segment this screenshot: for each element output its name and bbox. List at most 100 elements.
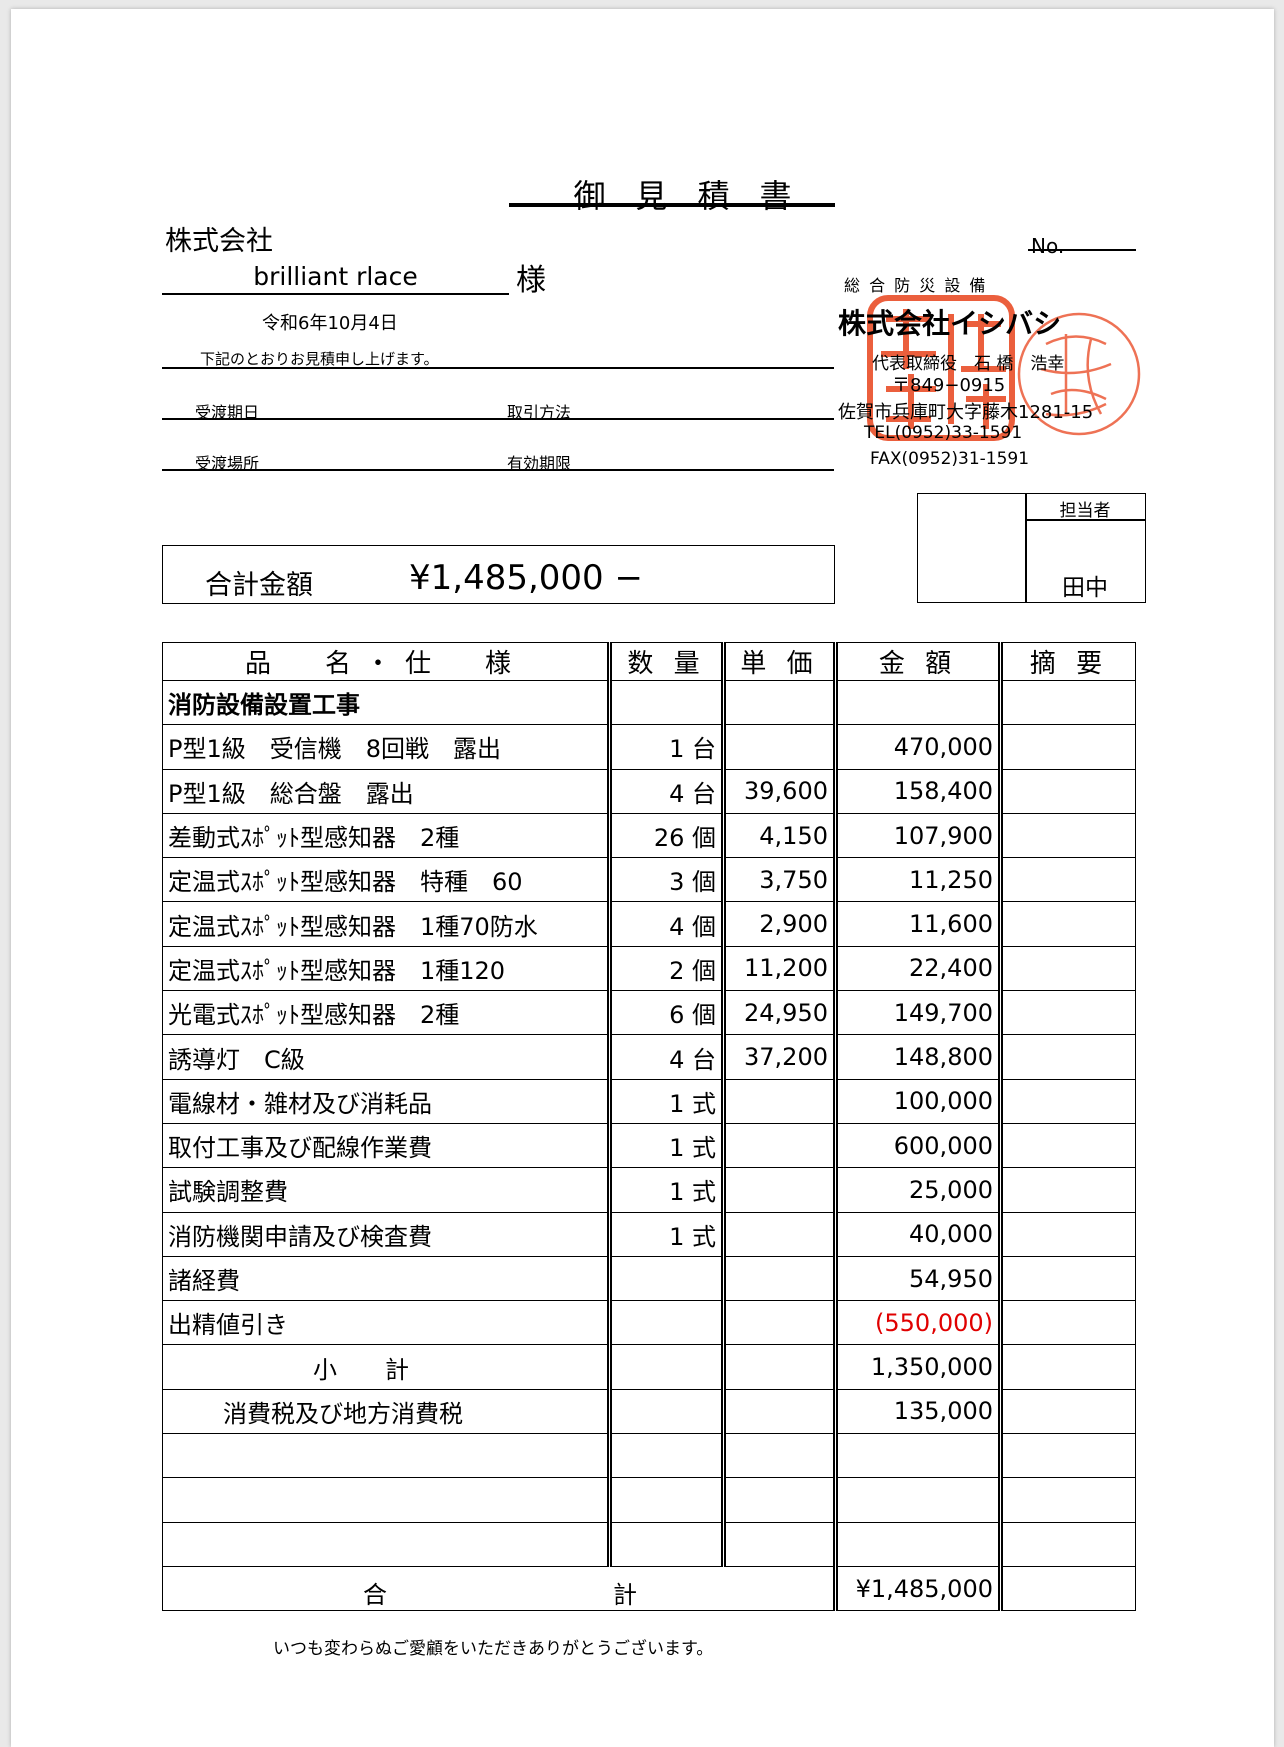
cell-amount[interactable]: (550,000) [833, 1300, 1001, 1346]
cell-unit-price[interactable]: 39,600 [721, 768, 836, 814]
cell-amount[interactable]: 11,250 [833, 857, 1001, 903]
cell-item-name[interactable]: 消防機関申請及び検査費 [162, 1211, 610, 1257]
cell-item-name[interactable] [162, 1521, 610, 1567]
cell-quantity[interactable]: 1 式 [607, 1122, 724, 1169]
cell-amount[interactable] [833, 1433, 1001, 1479]
cell-unit-price[interactable] [721, 1122, 836, 1169]
cell-unit-price[interactable] [721, 1300, 836, 1346]
cell-item-name[interactable]: 諸経費 [162, 1255, 610, 1302]
cell-amount[interactable]: 11,600 [833, 901, 1001, 947]
cell-quantity[interactable] [607, 1521, 724, 1567]
cell-amount[interactable]: 40,000 [833, 1211, 1001, 1257]
cell-quantity[interactable]: 4 個 [607, 901, 724, 947]
cell-amount[interactable] [833, 1521, 1001, 1567]
cell-remarks[interactable] [998, 857, 1136, 903]
cell-unit-price[interactable] [721, 1388, 836, 1435]
cell-quantity[interactable]: 1 式 [607, 1211, 724, 1257]
cell-item-name[interactable]: 消費税及び地方消費税 [162, 1388, 610, 1435]
grand-total-remarks[interactable] [998, 1565, 1136, 1612]
cell-item-name[interactable]: 定温式ｽﾎﾟｯﾄ型感知器 1種70防水 [162, 901, 610, 947]
cell-amount[interactable]: 149,700 [833, 990, 1001, 1036]
cell-amount[interactable]: 135,000 [833, 1388, 1001, 1435]
cell-quantity[interactable] [607, 1255, 724, 1302]
cell-remarks[interactable] [998, 945, 1136, 992]
cell-unit-price[interactable] [721, 679, 836, 726]
cell-unit-price[interactable]: 11,200 [721, 945, 836, 992]
cell-item-name[interactable]: 試験調整費 [162, 1167, 610, 1213]
cell-remarks[interactable] [998, 1078, 1136, 1124]
cell-unit-price[interactable] [721, 1255, 836, 1302]
cell-amount[interactable]: 148,800 [833, 1034, 1001, 1080]
cell-remarks[interactable] [998, 990, 1136, 1036]
cell-quantity[interactable] [607, 679, 724, 726]
cell-remarks[interactable] [998, 1034, 1136, 1080]
cell-remarks[interactable] [998, 1122, 1136, 1169]
cell-amount[interactable]: 22,400 [833, 945, 1001, 992]
cell-item-name[interactable]: 小 計 [162, 1344, 610, 1390]
cell-unit-price[interactable]: 3,750 [721, 857, 836, 903]
cell-unit-price[interactable] [721, 1167, 836, 1213]
cell-item-name[interactable]: 取付工事及び配線作業費 [162, 1122, 610, 1169]
cell-quantity[interactable] [607, 1433, 724, 1479]
quote-number-line[interactable] [1028, 249, 1136, 251]
cell-remarks[interactable] [998, 1521, 1136, 1567]
cell-remarks[interactable] [998, 1300, 1136, 1346]
cell-amount[interactable]: 100,000 [833, 1078, 1001, 1124]
cell-unit-price[interactable]: 37,200 [721, 1034, 836, 1080]
cell-unit-price[interactable] [721, 1344, 836, 1390]
cell-item-name[interactable]: 電線材・雑材及び消耗品 [162, 1078, 610, 1124]
cell-amount[interactable] [833, 1477, 1001, 1523]
cell-item-name[interactable]: 定温式ｽﾎﾟｯﾄ型感知器 特種 60 [162, 857, 610, 903]
cell-quantity[interactable]: 1 台 [607, 724, 724, 770]
cell-amount[interactable]: 54,950 [833, 1255, 1001, 1302]
cell-quantity[interactable]: 26 個 [607, 812, 724, 859]
cell-remarks[interactable] [998, 724, 1136, 770]
cell-quantity[interactable] [607, 1300, 724, 1346]
cell-quantity[interactable]: 3 個 [607, 857, 724, 903]
cell-unit-price[interactable] [721, 724, 836, 770]
cell-unit-price[interactable] [721, 1477, 836, 1523]
cell-remarks[interactable] [998, 1477, 1136, 1523]
cell-item-name[interactable] [162, 1433, 610, 1479]
cell-remarks[interactable] [998, 1255, 1136, 1302]
cell-item-name[interactable]: 出精値引き [162, 1300, 610, 1346]
cell-amount[interactable]: 600,000 [833, 1122, 1001, 1169]
cell-remarks[interactable] [998, 679, 1136, 726]
cell-unit-price[interactable] [721, 1433, 836, 1479]
cell-remarks[interactable] [998, 1433, 1136, 1479]
cell-remarks[interactable] [998, 768, 1136, 814]
cell-quantity[interactable]: 1 式 [607, 1078, 724, 1124]
delivery-date-line[interactable] [162, 418, 834, 420]
cell-quantity[interactable]: 4 台 [607, 1034, 724, 1080]
cell-item-name[interactable]: 消防設備設置工事 [162, 679, 610, 726]
cell-item-name[interactable]: P型1級 受信機 8回戦 露出 [162, 724, 610, 770]
cell-remarks[interactable] [998, 1167, 1136, 1213]
cell-item-name[interactable]: P型1級 総合盤 露出 [162, 768, 610, 814]
cell-amount[interactable]: 107,900 [833, 812, 1001, 859]
cell-remarks[interactable] [998, 812, 1136, 859]
cell-quantity[interactable]: 4 台 [607, 768, 724, 814]
cell-item-name[interactable]: 差動式ｽﾎﾟｯﾄ型感知器 2種 [162, 812, 610, 859]
cell-quantity[interactable] [607, 1344, 724, 1390]
cell-quantity[interactable] [607, 1477, 724, 1523]
cell-quantity[interactable]: 2 個 [607, 945, 724, 992]
cell-item-name[interactable]: 誘導灯 C級 [162, 1034, 610, 1080]
cell-unit-price[interactable] [721, 1521, 836, 1567]
cell-item-name[interactable] [162, 1477, 610, 1523]
cell-remarks[interactable] [998, 1388, 1136, 1435]
cell-quantity[interactable]: 6 個 [607, 990, 724, 1036]
cell-unit-price[interactable]: 4,150 [721, 812, 836, 859]
cell-item-name[interactable]: 定温式ｽﾎﾟｯﾄ型感知器 1種120 [162, 945, 610, 992]
cell-amount[interactable]: 1,350,000 [833, 1344, 1001, 1390]
cell-unit-price[interactable]: 24,950 [721, 990, 836, 1036]
cell-remarks[interactable] [998, 901, 1136, 947]
cell-amount[interactable]: 470,000 [833, 724, 1001, 770]
cell-unit-price[interactable] [721, 1078, 836, 1124]
cell-unit-price[interactable]: 2,900 [721, 901, 836, 947]
delivery-place-line[interactable] [162, 469, 834, 471]
cell-unit-price[interactable] [721, 1211, 836, 1257]
cell-amount[interactable]: 158,400 [833, 768, 1001, 814]
cell-remarks[interactable] [998, 1211, 1136, 1257]
cell-amount[interactable] [833, 679, 1001, 726]
cell-quantity[interactable]: 1 式 [607, 1167, 724, 1213]
